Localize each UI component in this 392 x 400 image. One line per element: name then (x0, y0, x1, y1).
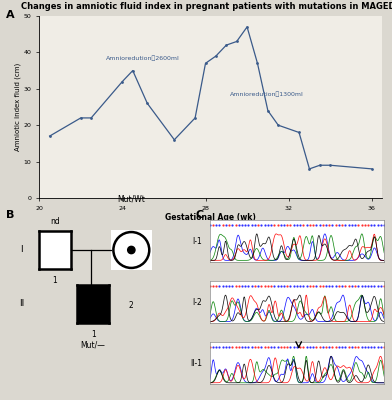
Text: II-1: II-1 (190, 359, 202, 368)
Text: 1: 1 (91, 330, 96, 339)
Text: nd: nd (50, 217, 60, 226)
Text: Mut/Wt: Mut/Wt (117, 194, 145, 203)
Text: B: B (6, 210, 14, 220)
Text: A: A (6, 10, 15, 20)
Title: Changes in amniotic fluid index in pregnant patients with mutations in MAGED2: Changes in amniotic fluid index in pregn… (20, 2, 392, 11)
X-axis label: Gestational Age (wk): Gestational Age (wk) (165, 214, 256, 222)
Text: II: II (19, 300, 24, 308)
Text: I: I (20, 246, 23, 254)
Text: C: C (196, 210, 204, 220)
Circle shape (128, 246, 135, 254)
Text: Mut/—: Mut/— (81, 341, 105, 350)
Text: 2: 2 (129, 301, 134, 310)
Text: I-1: I-1 (192, 236, 202, 246)
Text: 1: 1 (53, 276, 57, 285)
Y-axis label: Amniotic index fluid (cm): Amniotic index fluid (cm) (15, 63, 21, 151)
Text: Amnioredution，2600ml: Amnioredution，2600ml (106, 55, 180, 61)
Circle shape (113, 232, 149, 268)
Text: I-2: I-2 (192, 298, 202, 307)
Text: Amnioredution，1300ml: Amnioredution，1300ml (230, 92, 304, 97)
